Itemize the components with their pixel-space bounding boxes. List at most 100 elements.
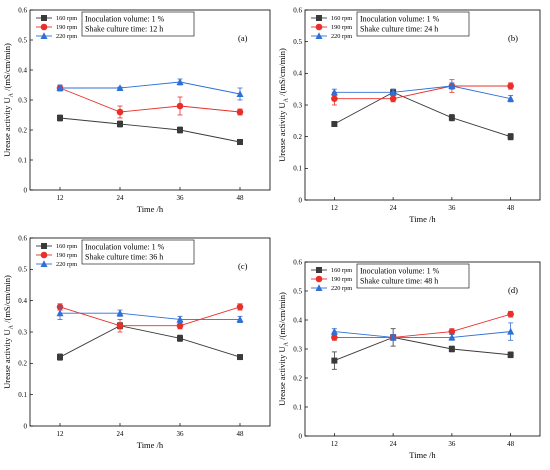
series-line <box>334 85 511 100</box>
data-point <box>331 95 338 102</box>
data-point <box>56 309 64 317</box>
series-220-rpm <box>56 78 244 101</box>
legend: 160 rpm 190 rpm 220 rpm <box>36 15 77 40</box>
data-point <box>448 82 456 89</box>
annotation-text: Inoculation volume: 1 % <box>360 15 440 24</box>
legend-marker <box>316 15 322 21</box>
series-220-rpm <box>330 322 515 341</box>
legend-label: 220 rpm <box>331 33 352 40</box>
chart-panel-1: 0 0.1 0.2 0.3 0.4 0.5 0.6 12 24 36 48 Time /h Urease… <box>2 6 271 214</box>
series-160-rpm <box>57 322 243 361</box>
y-tick-label: 0.2 <box>18 360 27 368</box>
legend-marker <box>315 23 323 31</box>
series-220-rpm <box>56 306 244 324</box>
data-point <box>176 315 184 323</box>
data-point <box>236 303 244 311</box>
y-tick-label: 0 <box>24 186 28 194</box>
y-tick-label: 0.2 <box>293 374 302 382</box>
data-point <box>448 346 455 352</box>
legend-label: 160 rpm <box>331 15 352 22</box>
x-axis-label: Time /h <box>137 204 164 214</box>
legend-label: 190 rpm <box>331 276 352 283</box>
series-line <box>59 117 241 143</box>
data-point <box>507 82 514 90</box>
legend-marker <box>41 243 47 249</box>
legend-label: 160 rpm <box>331 267 352 274</box>
data-point <box>507 310 514 318</box>
data-point <box>237 139 243 145</box>
x-tick-label: 48 <box>507 204 515 212</box>
series-line <box>334 85 511 100</box>
series-line <box>334 336 511 362</box>
data-point <box>331 121 338 127</box>
y-tick-label: 0.4 <box>18 297 27 305</box>
data-point <box>448 333 456 341</box>
series-190-rpm <box>56 303 244 333</box>
annotation-box <box>81 239 195 265</box>
x-axis-label: Time /h <box>409 214 436 224</box>
data-point <box>507 351 514 358</box>
data-point <box>389 88 397 96</box>
data-point <box>331 334 338 341</box>
series-190-rpm <box>331 310 514 341</box>
x-tick-label: 12 <box>57 430 65 438</box>
data-point <box>389 333 397 341</box>
y-tick-label: 0.4 <box>18 66 27 74</box>
data-point <box>507 94 515 102</box>
data-point <box>330 327 338 335</box>
series-line <box>60 81 241 95</box>
legend-label: 220 rpm <box>56 33 77 40</box>
chart-panel-4: 0 0.1 0.2 0.3 0.4 0.5 0.6 12 24 36 48 Time /h Urease… <box>277 258 541 460</box>
y-tick-label: 0.3 <box>18 328 27 336</box>
x-tick-label: 12 <box>331 204 339 212</box>
chart-panel-3: 0 0.1 0.2 0.3 0.4 0.5 0.6 12 24 36 48 Time /h Urease… <box>2 234 271 450</box>
legend: 160 rpm 190 rpm 220 rpm <box>311 267 352 292</box>
legend-label: 190 rpm <box>56 24 77 31</box>
data-point <box>331 357 338 364</box>
legend-label: 160 rpm <box>56 243 77 250</box>
series-line <box>60 312 240 320</box>
series-line <box>59 87 241 113</box>
data-point <box>237 354 243 361</box>
data-point <box>389 95 397 102</box>
data-point <box>117 121 123 127</box>
x-axis-label: Time /h <box>409 450 436 460</box>
data-point <box>330 88 338 96</box>
data-point <box>177 127 183 133</box>
data-point <box>116 309 124 317</box>
annotation-box <box>356 263 470 289</box>
legend-label: 190 rpm <box>56 252 77 259</box>
x-tick-label: 48 <box>507 440 515 448</box>
y-tick-label: 0.4 <box>293 70 302 78</box>
data-point <box>236 90 244 97</box>
annotation-box <box>81 11 195 37</box>
y-tick-label: 0.5 <box>293 287 302 295</box>
x-tick-label: 24 <box>390 440 398 448</box>
annotation-text: Inoculation volume: 1 % <box>85 15 165 24</box>
y-axis-label: Urease activity UA /(mS/cm/min) <box>277 292 290 406</box>
x-tick-label: 24 <box>117 194 125 202</box>
y-tick-label: 0 <box>24 422 28 430</box>
data-point <box>177 335 183 342</box>
y-tick-label: 0.6 <box>18 6 27 14</box>
x-tick-label: 36 <box>448 440 456 448</box>
data-point <box>507 327 515 335</box>
series-160-rpm <box>331 88 514 141</box>
legend-marker <box>315 284 323 291</box>
legend: 160 rpm 190 rpm 220 rpm <box>311 15 352 40</box>
legend-label: 220 rpm <box>56 261 77 268</box>
y-axis-label: Urease activity UA /(mS/cm/min) <box>2 43 15 157</box>
x-tick-label: 48 <box>237 430 245 438</box>
data-point <box>176 102 184 110</box>
x-tick-label: 36 <box>448 204 456 212</box>
data-point <box>176 322 184 330</box>
condition-annotation: Inoculation volume: 1 %Shake culture tim… <box>81 239 195 265</box>
y-tick-label: 0.1 <box>293 165 302 173</box>
legend-marker <box>40 260 48 267</box>
series-160-rpm <box>57 114 243 145</box>
data-point <box>57 115 63 121</box>
series-line <box>334 91 511 138</box>
legend-marker <box>40 23 48 31</box>
y-tick-label: 0.2 <box>293 133 302 141</box>
